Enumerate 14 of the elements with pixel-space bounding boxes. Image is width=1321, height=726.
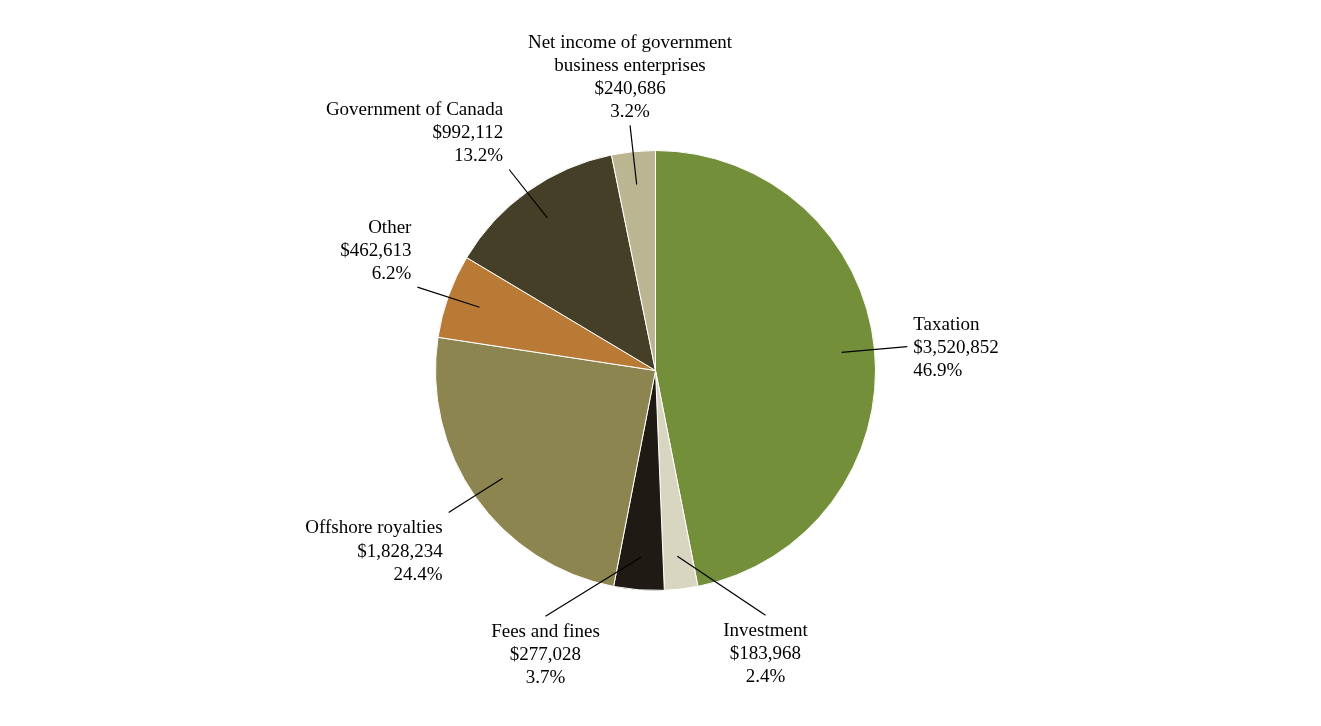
slice-label: Offshore royalties <box>305 516 443 538</box>
data-label: $992,112 13.2% <box>432 121 504 166</box>
slice-label: Fees and fines <box>491 620 600 642</box>
data-label: $183,968 2.4% <box>729 642 802 687</box>
slice-label: Investment <box>723 619 809 641</box>
data-label: $1,828,234 24.4% <box>357 539 444 584</box>
slice-label: Other <box>368 215 413 237</box>
data-label: $277,028 3.7% <box>509 643 582 688</box>
slice-label: Net income of government business enterprises <box>527 31 733 76</box>
slice-label: Taxation <box>913 313 981 335</box>
data-label: $3,520,852 46.9% <box>913 336 999 381</box>
data-label: $462,613 6.2% <box>340 239 412 284</box>
data-label: $240,686 3.2% <box>594 77 666 122</box>
slice-label: Government of Canada <box>325 98 504 120</box>
